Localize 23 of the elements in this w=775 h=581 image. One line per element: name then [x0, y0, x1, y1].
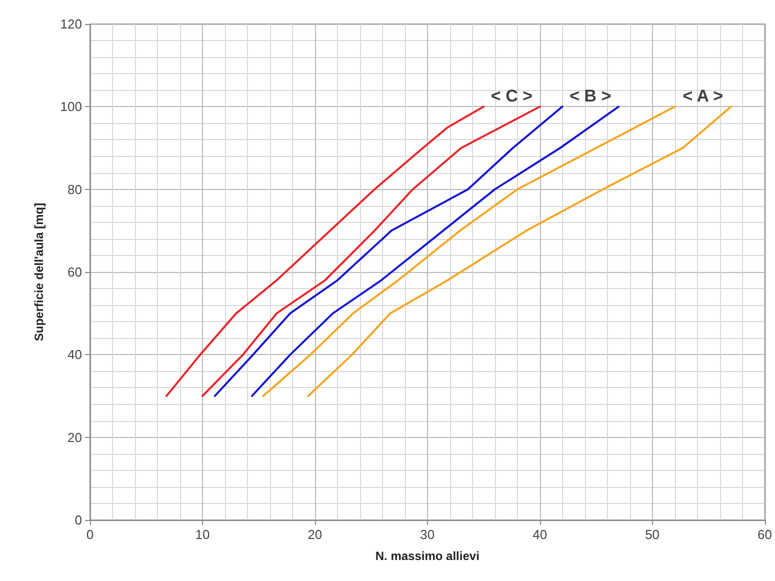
annotation: < C >: [490, 86, 533, 106]
line-series: [165, 106, 485, 397]
line-series: [262, 106, 676, 397]
y-tick-label: 60: [68, 264, 82, 280]
y-tick-label: 20: [68, 430, 82, 445]
line-series: [307, 106, 732, 397]
x-tick-label: 20: [308, 527, 322, 542]
x-tick-label: 10: [195, 527, 210, 542]
line-series: [250, 106, 620, 397]
y-tick-label: 80: [68, 182, 82, 197]
x-tick-label: 30: [420, 527, 435, 542]
annotation: < A >: [682, 86, 724, 106]
y-tick-label: 120: [60, 16, 82, 32]
x-tick-label: 50: [645, 527, 660, 542]
y-tick-label: 40: [68, 347, 82, 362]
x-tick-label: 0: [86, 527, 94, 542]
y-axis-title: Superficie dell'aula [mq]: [32, 202, 46, 342]
x-axis-title: N. massimo allievi: [375, 549, 480, 563]
x-tick-label: 40: [532, 527, 548, 542]
y-tick-label: 100: [60, 99, 82, 114]
y-tick-label: 0: [74, 512, 82, 528]
x-tick-label: 60: [758, 527, 772, 542]
annotation: < B >: [570, 86, 612, 106]
